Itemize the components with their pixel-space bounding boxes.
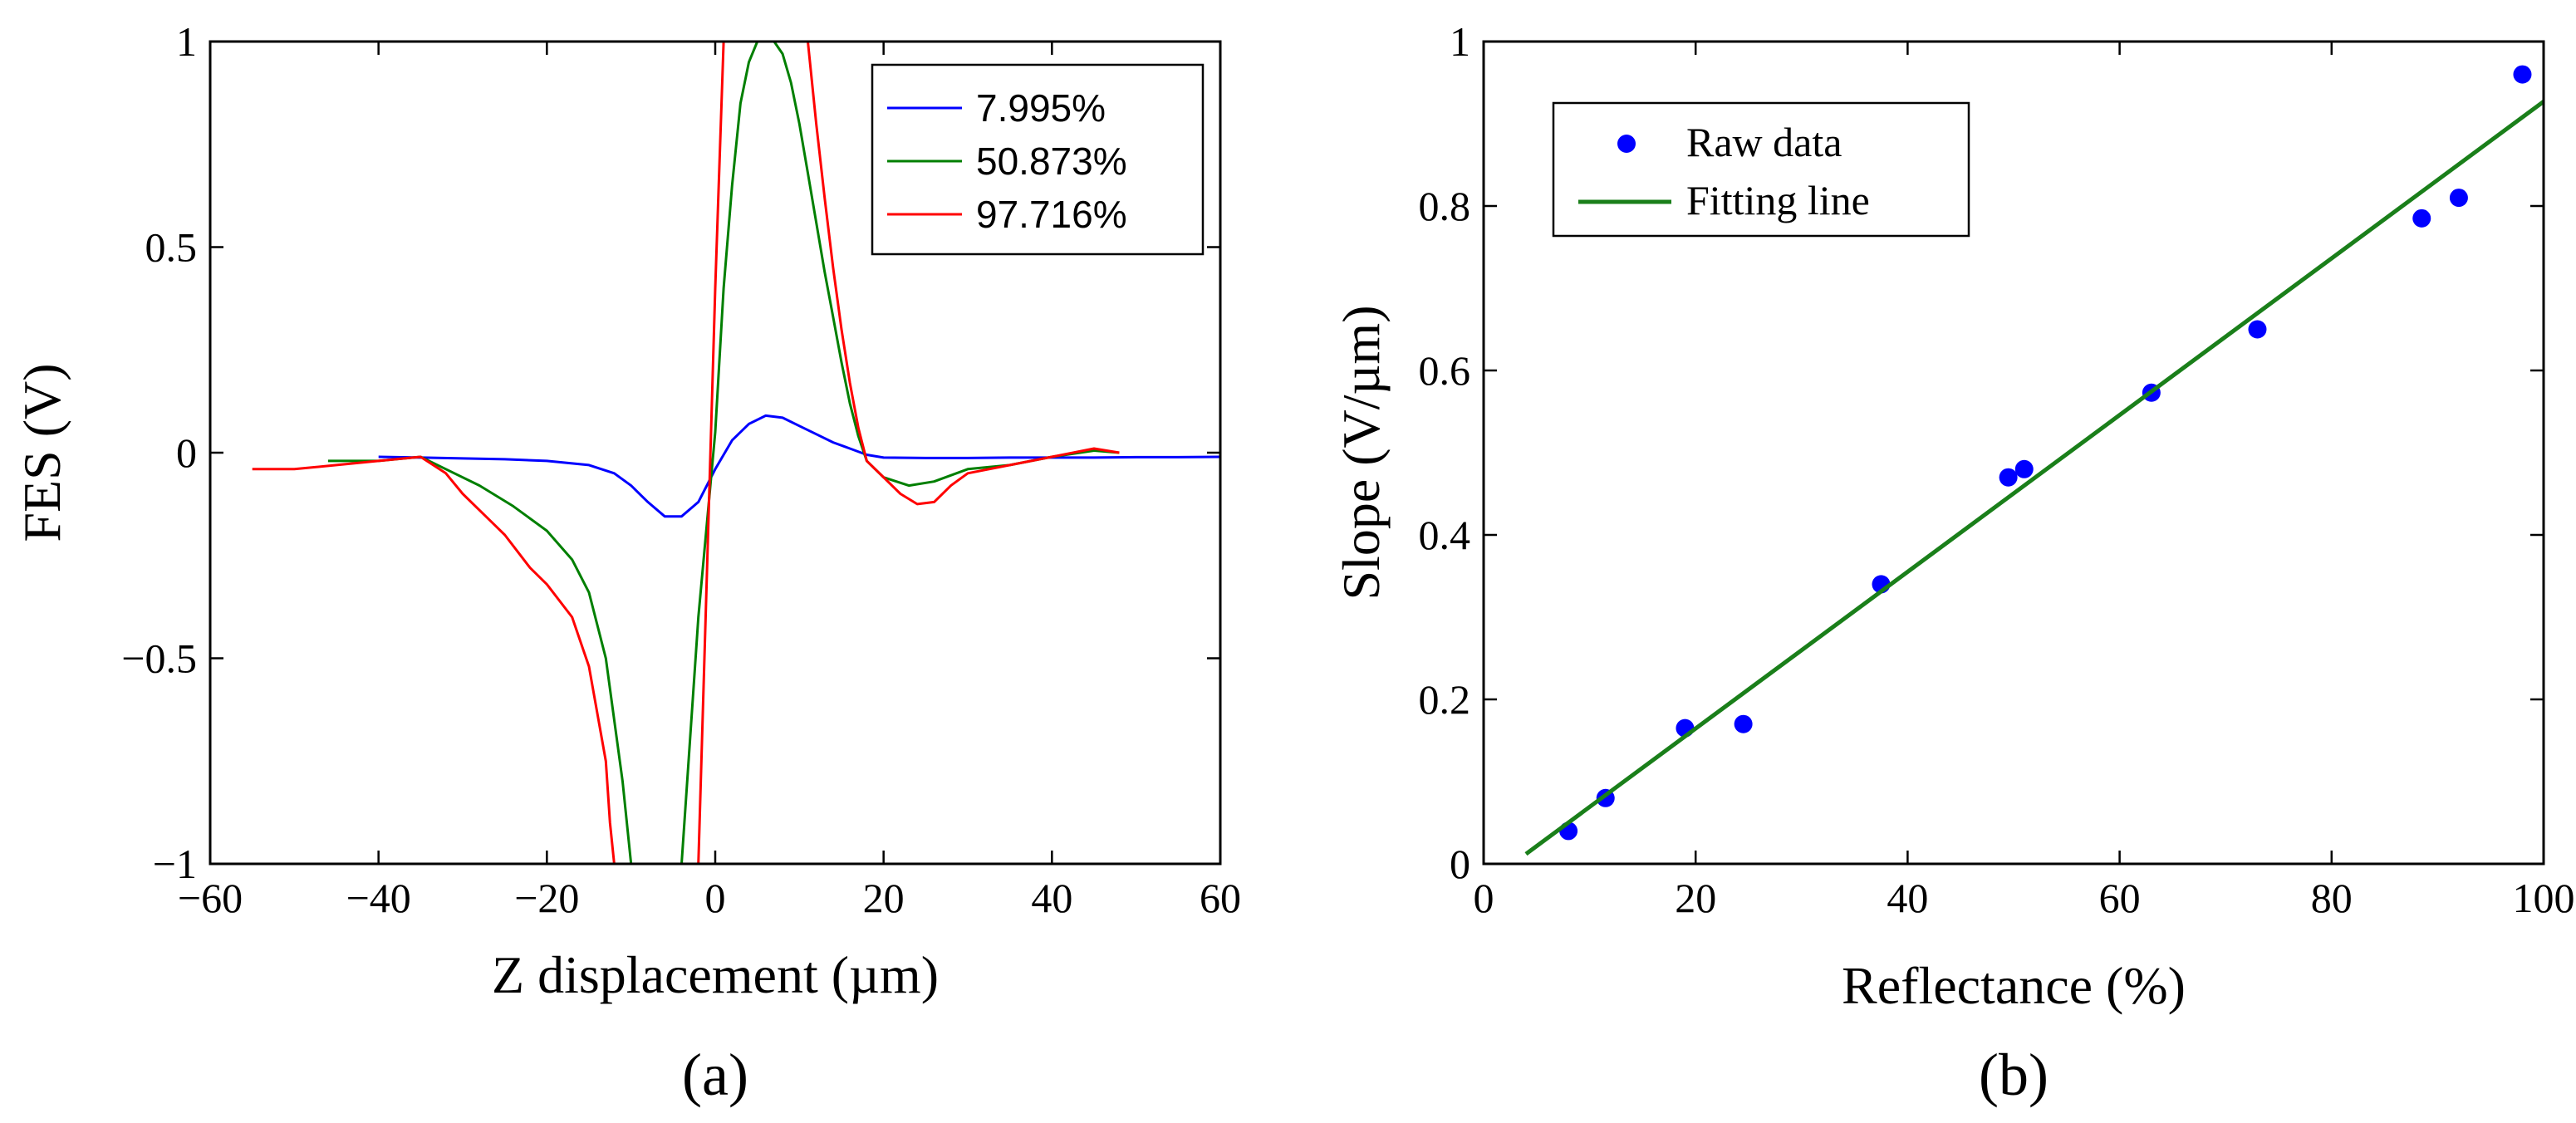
panel-a-xtick-label: −60	[178, 875, 243, 921]
panel-b-axes-box	[1482, 40, 2545, 866]
legend-marker-raw-data	[1617, 135, 1636, 153]
panel-b-y-axis-label: Slope (V/µm)	[1332, 305, 1391, 600]
panel-a-x-axis-label: Z displacement (µm)	[492, 945, 939, 1004]
panel-a-chart: −60 −40 −20 0 20 40 60 −1 −0.5 0 0.5 1 Z displaceme…	[12, 18, 1241, 1108]
panel-b-x-axis-label: Reflectance (%)	[1842, 956, 2186, 1015]
panel-a-series-group	[252, 42, 1220, 864]
panel-a-ytick-label: 0.5	[145, 224, 198, 271]
panel-a-legend-box	[871, 63, 1205, 256]
data-point-raw-data	[1999, 468, 2018, 487]
legend-label-97716: 97.716%	[976, 193, 1127, 236]
panel-b-xtick-label: 80	[2311, 875, 2353, 921]
legend-label-raw-data: Raw data	[1686, 119, 1842, 165]
panel-b-label: (b)	[1979, 1042, 2049, 1108]
data-point-raw-data	[2248, 320, 2267, 339]
panel-b-series-group	[1524, 65, 2544, 856]
panel-a-y-axis-label: FES (V)	[12, 363, 71, 542]
panel-b-ytick-label: 0	[1450, 841, 1470, 887]
panel-a-xtick-label: 20	[863, 875, 905, 921]
panel-b-xtick-label: 20	[1675, 875, 1716, 921]
panel-a-ytick-label: −1	[153, 841, 197, 887]
panel-a-xtick-label: 40	[1031, 875, 1072, 921]
panel-b-xtick-label: 40	[1887, 875, 1928, 921]
panel-a-ytick-label: 1	[176, 18, 197, 65]
panel-b-xtick-label: 100	[2513, 875, 2575, 921]
data-point-raw-data	[1734, 714, 1753, 733]
panel-a-xtick-label: 0	[705, 875, 726, 921]
legend-label-7995: 7.995%	[976, 86, 1106, 130]
panel-a-legend: 7.995% 50.873% 97.716%	[871, 63, 1205, 256]
panel-b-xtick-label: 0	[1474, 875, 1494, 921]
panel-b-ytick-label: 0.4	[1419, 512, 1471, 558]
panel-a-label: (a)	[682, 1042, 748, 1108]
series-line-fitting-line	[1524, 100, 2544, 856]
panel-a-ticks: −60 −40 −20 0 20 40 60 −1 −0.5 0 0.5 1	[121, 18, 1241, 921]
legend-label-fitting-line: Fitting line	[1686, 177, 1870, 223]
data-point-raw-data	[2412, 208, 2431, 228]
panel-b-chart: 0 20 40 60 80 100 0 0.2 0.4 0.6 0.8 1 Reflectance (…	[1332, 18, 2575, 1108]
panel-b-xtick-label: 60	[2099, 875, 2141, 921]
panel-a-ytick-label: 0	[176, 429, 197, 476]
panel-b-legend-box	[1552, 101, 1970, 238]
panel-b-ytick-label: 0.8	[1419, 183, 1471, 229]
series-line-7-995-	[378, 414, 1220, 518]
data-point-raw-data	[2513, 65, 2532, 84]
panel-a-xtick-label: −40	[346, 875, 411, 921]
panel-b-ytick-label: 1	[1450, 18, 1470, 65]
data-point-raw-data	[2014, 459, 2034, 478]
panel-b-ytick-label: 0.6	[1419, 347, 1471, 394]
panel-a-xtick-label: 60	[1200, 875, 1241, 921]
series-line-97-716-	[252, 42, 1120, 864]
data-point-raw-data	[2449, 189, 2468, 208]
legend-label-50873: 50.873%	[976, 140, 1127, 183]
panel-b-ytick-label: 0.2	[1419, 676, 1471, 723]
panel-b-legend: Raw data Fitting line	[1552, 101, 1970, 238]
panel-b-ticks: 0 20 40 60 80 100 0 0.2 0.4 0.6 0.8 1	[1419, 18, 2575, 921]
panel-a-ytick-label: −0.5	[121, 635, 197, 682]
panel-a-xtick-label: −20	[514, 875, 579, 921]
